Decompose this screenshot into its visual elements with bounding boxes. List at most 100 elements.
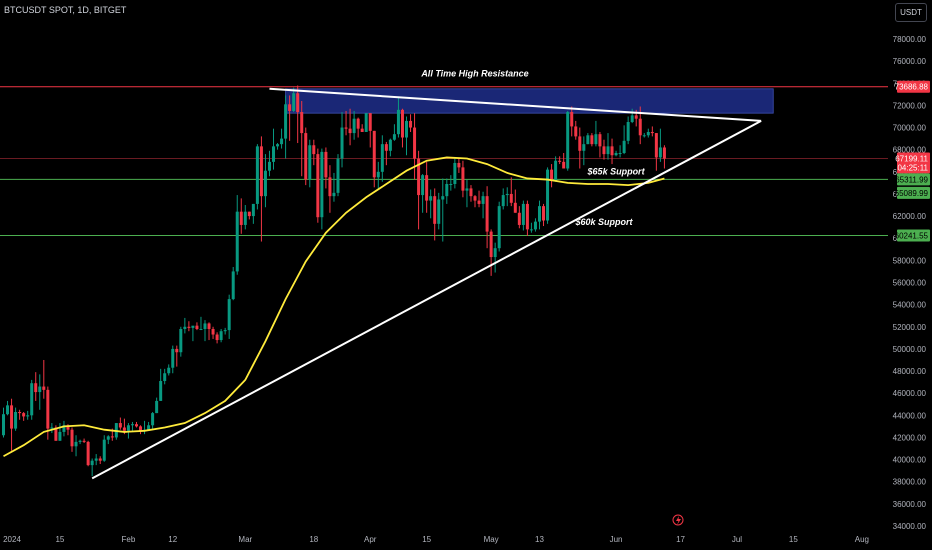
candle-body <box>529 229 533 231</box>
candle-body <box>235 211 239 272</box>
candle-body <box>106 436 110 440</box>
candle-body <box>54 427 58 441</box>
x-tick-label: 15 <box>422 535 431 544</box>
annotation-label: $65k Support <box>587 167 646 177</box>
candle-body <box>352 118 356 134</box>
candle-body <box>191 325 195 328</box>
candle-body <box>231 271 235 300</box>
candle-body <box>413 127 417 159</box>
candle-body <box>356 118 360 129</box>
candle-body <box>622 140 626 154</box>
y-tick-label: 72000.00 <box>893 101 927 110</box>
y-tick-label: 78000.00 <box>893 35 927 44</box>
candle-body <box>360 128 364 132</box>
moving-average-layer <box>3 156 665 458</box>
candle-body <box>122 427 126 431</box>
candle-body <box>46 389 50 429</box>
currency-button[interactable]: USDT <box>895 3 927 22</box>
candle-body <box>521 203 525 225</box>
candle-body <box>558 160 562 162</box>
candle-body <box>417 158 421 196</box>
x-tick-label: Jun <box>610 535 623 544</box>
candle-body <box>392 134 396 140</box>
candle-body <box>388 139 392 151</box>
candle-body <box>199 328 203 330</box>
candle-body <box>195 325 199 329</box>
candle-body <box>251 203 255 217</box>
candle-body <box>94 458 98 461</box>
candle-body <box>118 423 122 428</box>
y-tick-label: 58000.00 <box>893 256 927 265</box>
lightning-icon-ring <box>672 514 684 526</box>
candle-body <box>30 383 34 416</box>
candle-body <box>155 400 159 414</box>
lightning-icon-bolt <box>676 516 681 525</box>
candle-body <box>179 328 183 353</box>
y-axis[interactable]: 78000.0076000.0074000.0072000.0070000.00… <box>893 35 927 531</box>
candle-body <box>66 425 70 430</box>
moving-average-line <box>3 156 665 458</box>
candle-body <box>38 386 42 393</box>
candle-body <box>304 133 308 180</box>
candle-body <box>606 146 610 155</box>
price-tag-label: 67199.11 <box>895 155 928 164</box>
candle-body <box>62 425 66 432</box>
candle-body <box>280 138 284 145</box>
candle-body <box>344 127 348 129</box>
price-tag-label: 65089.99 <box>895 189 929 198</box>
annotation-label: All Time High Resistance <box>420 69 528 79</box>
candle-body <box>429 196 433 201</box>
price-tag-box <box>897 229 930 242</box>
x-tick-label: 15 <box>789 535 798 544</box>
candle-body <box>614 153 618 156</box>
candle-body <box>34 383 38 393</box>
price-tag-label: 04:25:11 <box>897 163 928 172</box>
candle-body <box>2 414 5 436</box>
candle-body <box>626 122 630 141</box>
candle-body <box>542 206 546 221</box>
candle-body <box>433 196 437 224</box>
candle-body <box>650 131 654 134</box>
candle-body <box>396 109 400 135</box>
candle-body <box>288 104 292 111</box>
candle-body <box>332 192 336 197</box>
lightning-icon[interactable] <box>672 514 684 526</box>
candle-body <box>10 405 14 429</box>
candle-body <box>634 115 638 119</box>
y-tick-label: 40000.00 <box>893 456 927 465</box>
x-tick-label: 17 <box>676 535 685 544</box>
candle-body <box>259 146 263 197</box>
candle-body <box>340 127 344 159</box>
candle-body <box>312 145 316 155</box>
candle-body <box>537 206 541 222</box>
x-tick-label: 12 <box>168 535 177 544</box>
candle-body <box>98 458 102 461</box>
candle-body <box>74 441 78 447</box>
candle-body <box>368 113 372 131</box>
candle-body <box>227 299 231 331</box>
candle-body <box>574 126 578 137</box>
candle-body <box>42 386 46 390</box>
candle-body <box>292 93 296 111</box>
price-tag-label: 60241.55 <box>895 232 929 241</box>
candle-body <box>546 169 550 221</box>
y-tick-label: 42000.00 <box>893 433 927 442</box>
candle-body <box>14 411 18 429</box>
candle-body <box>509 193 513 203</box>
x-axis[interactable]: 2024 15 Feb 12 Mar 18 Apr 15 May 13 Jun 17 Jul 15 Aug <box>3 535 869 544</box>
x-tick-label: 15 <box>55 535 64 544</box>
y-tick-label: 70000.00 <box>893 124 927 133</box>
candle-body <box>58 431 62 441</box>
candle-body <box>316 154 320 218</box>
candle-body <box>22 413 26 417</box>
y-tick-label: 68000.00 <box>893 146 927 155</box>
candle-body <box>497 206 501 249</box>
x-tick-label: Aug <box>855 535 869 544</box>
trendlines-layer <box>91 87 762 480</box>
trendline <box>269 87 762 122</box>
candle-body <box>570 112 574 127</box>
price-tag-box <box>897 186 930 199</box>
candle-body <box>550 169 554 181</box>
candle-body <box>449 183 453 185</box>
